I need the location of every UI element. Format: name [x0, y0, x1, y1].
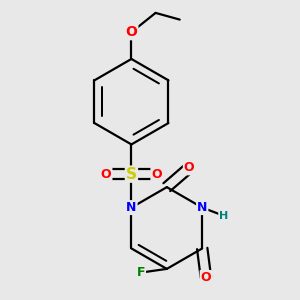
- Text: O: O: [152, 168, 162, 181]
- Text: N: N: [197, 201, 207, 214]
- Text: S: S: [126, 167, 137, 182]
- Text: O: O: [125, 25, 137, 39]
- Text: O: O: [184, 161, 194, 174]
- Text: H: H: [219, 211, 228, 221]
- Text: O: O: [201, 271, 211, 284]
- Text: O: O: [101, 168, 112, 181]
- Text: F: F: [136, 266, 145, 279]
- Text: N: N: [126, 201, 136, 214]
